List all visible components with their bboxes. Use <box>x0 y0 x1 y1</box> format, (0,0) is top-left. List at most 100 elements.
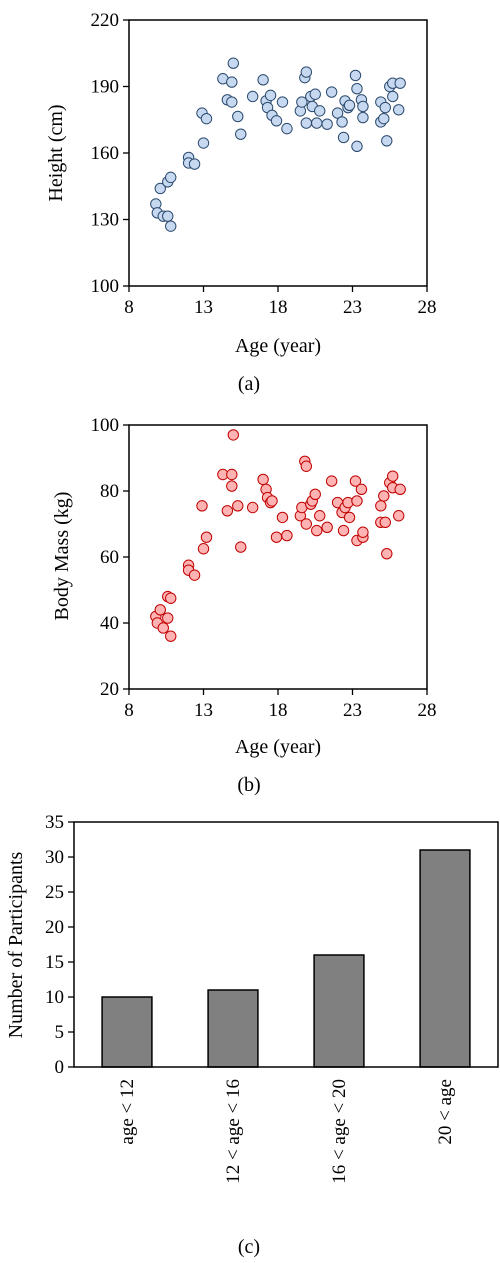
panel-a-tick-labels: 8 13 18 23 28 100 130 160 190 220 <box>91 10 437 318</box>
panel-a-point-10 <box>188 158 201 170</box>
panel-b-y-tick-label: 100 <box>91 415 120 436</box>
panel-b-point-56 <box>378 490 390 502</box>
panel-a: 8 13 18 23 28 100 130 160 190 220 Age (year) Heig… <box>45 10 437 395</box>
panel-b-point-28 <box>276 511 289 524</box>
panel-a-point-61 <box>387 90 399 103</box>
panel-b-point-47 <box>343 511 356 524</box>
panel-a-point-7 <box>165 220 177 232</box>
panel-b-point-18 <box>227 429 240 441</box>
panel-b-point-60 <box>387 470 399 482</box>
panel-a-x-tick-label: 23 <box>343 297 362 318</box>
panel-c-caption: (c) <box>238 1236 260 1258</box>
panel-b-point-34 <box>300 518 313 530</box>
panel-b-caption: (b) <box>237 774 260 796</box>
panel-b-point-51 <box>355 483 368 496</box>
panel-b-x-tick-label: 8 <box>124 700 134 721</box>
panel-c-y-tick-label: 0 <box>55 1057 65 1078</box>
panel-a-point-63 <box>394 77 406 89</box>
panel-b-point-39 <box>314 510 326 522</box>
panel-b-point-62 <box>392 510 405 522</box>
panel-c-y-tick-label: 15 <box>45 952 64 973</box>
panel-c-y-tick-label: 25 <box>45 882 64 903</box>
panel-b-point-40 <box>321 521 333 533</box>
panel-a-point-40 <box>321 118 333 130</box>
panel-b-x-label: Age (year) <box>235 736 321 758</box>
panel-b-point-20 <box>235 541 247 553</box>
panel-b-point-50 <box>351 495 363 507</box>
panel-b-point-6 <box>165 592 177 604</box>
panel-b-point-7 <box>165 630 177 642</box>
panel-b-x-tick-label: 18 <box>269 700 288 721</box>
panel-a-point-39 <box>314 105 326 117</box>
panel-a-x-tick-label: 18 <box>269 297 288 318</box>
panel-a-point-25 <box>264 89 277 102</box>
panel-a-point-48 <box>349 69 362 82</box>
panel-b-point-57 <box>379 516 391 529</box>
panel-b-point-3 <box>157 622 169 634</box>
panel-a-y-tick-label: 130 <box>91 210 120 231</box>
panel-c-category-label-2: 16 < age < 20 <box>329 1079 350 1184</box>
panel-a-point-28 <box>276 96 289 108</box>
panel-b-point-21 <box>246 501 259 514</box>
panel-a-point-4 <box>162 210 174 222</box>
panel-a-point-43 <box>336 116 348 128</box>
panel-a-point-58 <box>381 135 393 147</box>
panel-a-point-19 <box>232 110 244 123</box>
panel-a-point-31 <box>296 96 308 108</box>
panel-c-bar-2 <box>313 954 365 1068</box>
panel-b-y-tick-label: 80 <box>100 481 119 502</box>
panel-a-point-17 <box>226 76 238 88</box>
panel-b-point-19 <box>232 500 244 512</box>
panel-c-category-label-1: 12 < age < 16 <box>223 1079 244 1184</box>
panel-c-category-labels: age < 12 12 < age < 16 16 < age < 20 20 < a… <box>117 1079 456 1184</box>
panel-a-caption: (a) <box>238 373 260 395</box>
panel-a-point-47 <box>343 99 356 112</box>
panel-c-plot-area <box>73 821 499 1068</box>
panel-a-point-62 <box>392 104 405 116</box>
panel-a-point-6 <box>165 171 177 184</box>
panel-a-point-18 <box>227 57 240 69</box>
panel-a-point-53 <box>357 111 369 124</box>
panel-b-point-48 <box>349 475 362 487</box>
panel-b-x-tick-label: 13 <box>194 700 213 721</box>
panel-b-point-33 <box>300 460 313 472</box>
panel-a-x-tick-label: 28 <box>418 297 437 318</box>
panel-a-x-label: Age (year) <box>235 335 321 357</box>
panel-a-point-27 <box>270 115 283 127</box>
panel-b-ticks <box>123 424 428 695</box>
panel-a-point-50 <box>351 83 363 95</box>
panel-b-point-10 <box>188 569 201 581</box>
panel-c-y-tick-label: 10 <box>45 987 64 1008</box>
panel-b-point-29 <box>281 529 293 542</box>
panel-b-point-11 <box>196 500 208 512</box>
panel-b-point-58 <box>381 548 393 560</box>
panel-c-y-tick-label: 35 <box>45 812 64 833</box>
panel-a-point-2 <box>154 182 166 195</box>
panel-a-point-33 <box>300 66 313 78</box>
panel-a-point-44 <box>337 131 350 144</box>
panel-b-point-37 <box>309 488 321 500</box>
panel-b-x-tick-label: 28 <box>418 700 437 721</box>
panel-b-point-13 <box>200 531 213 543</box>
panel-a-point-57 <box>379 101 391 114</box>
panel-a-y-tick-label: 100 <box>91 276 120 297</box>
panel-b-point-16 <box>226 468 238 481</box>
panel-b-point-15 <box>221 505 234 517</box>
panel-b-point-63 <box>394 483 406 496</box>
panel-a-x-tick-label: 13 <box>194 297 213 318</box>
panel-b-point-22 <box>257 473 269 486</box>
panel-b-y-label: Body Mass (kg) <box>51 492 73 621</box>
panel-a-plot-area <box>128 19 428 287</box>
panel-a-point-21 <box>246 90 259 103</box>
panel-c: 0 5 10 15 20 25 30 35 age < 12 12 < age < 16 16 <… <box>5 812 499 1258</box>
panel-b-point-53 <box>357 526 369 538</box>
panel-b-y-tick-label: 40 <box>100 613 119 634</box>
panel-a-point-56 <box>378 112 390 125</box>
panel-c-y-tick-label: 5 <box>55 1022 65 1043</box>
panel-a-point-13 <box>200 112 213 125</box>
panel-a-y-tick-label: 220 <box>91 10 120 31</box>
panel-b-x-tick-label: 23 <box>343 700 362 721</box>
panel-a-point-29 <box>281 122 293 135</box>
panel-a-point-16 <box>226 96 238 108</box>
